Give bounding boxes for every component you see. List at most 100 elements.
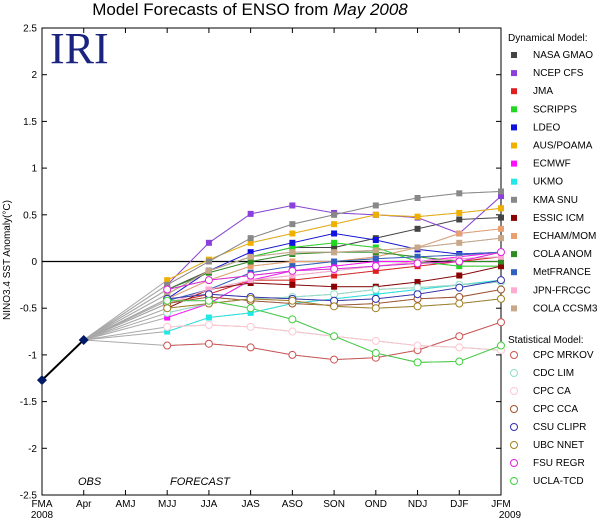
series-marker-circle <box>204 339 213 348</box>
legend-marker-square <box>511 287 517 294</box>
iri-logo: IRI <box>50 24 109 73</box>
series-marker-square <box>372 211 379 218</box>
series-marker-square <box>247 235 254 242</box>
plot-area: -2.5 -2 -1.5 -1 -0.5 0 0.5 1 1.5 2 2.5 FMA Apr AMJ MJJ… <box>20 24 511 511</box>
series-marker-circle <box>163 296 172 305</box>
x-tick-label: SON <box>323 499 345 510</box>
series-marker-circle <box>246 322 255 331</box>
legend-entry-label: ECHAM/MOM <box>533 231 596 242</box>
statistical-legend-title: Statistical Model: <box>508 335 584 346</box>
series-marker-square <box>289 272 296 279</box>
series-marker-square <box>289 221 296 228</box>
series-marker-circle <box>413 341 422 350</box>
series-marker-square <box>331 244 338 251</box>
series-marker-square <box>289 281 296 288</box>
legend-marker-circle <box>510 459 518 467</box>
series-marker-circle <box>371 336 380 345</box>
series-marker-square <box>289 202 296 209</box>
series-marker-square <box>372 247 379 254</box>
series-marker-circle <box>330 302 339 311</box>
legend-entry-label: NASA GMAO <box>533 50 593 61</box>
series-marker-square <box>247 263 254 270</box>
y-tick-label: -2 <box>28 444 37 455</box>
legend-marker-square <box>511 160 517 167</box>
year-start-label: 2008 <box>31 510 54 520</box>
series-marker-square <box>289 249 296 256</box>
legend-marker-circle <box>510 351 518 359</box>
series-marker-circle <box>204 321 213 330</box>
series-marker-circle <box>413 302 422 311</box>
series-marker-circle <box>204 276 213 285</box>
chart-title-month: May 2008 <box>333 0 408 19</box>
series-marker-circle <box>371 262 380 271</box>
legend: NASA GMAO NCEP CFS JMA SCRIPPS LDEO AUS/POAMA… <box>510 50 598 487</box>
series-marker-circle <box>163 341 172 350</box>
series-marker-square <box>498 214 504 221</box>
series-marker-square <box>414 194 421 201</box>
series-marker-square <box>456 239 463 246</box>
series-marker-circle <box>497 248 505 257</box>
chart-title-prefix: Model Forecasts of ENSO from <box>92 0 333 19</box>
legend-marker-square <box>511 106 517 113</box>
y-tick-label: -0.5 <box>20 304 38 315</box>
series-marker-square <box>331 283 338 290</box>
legend-marker-circle <box>510 477 518 485</box>
series-marker-circle <box>204 290 213 299</box>
legend-marker-square <box>511 269 517 276</box>
legend-marker-square <box>511 70 517 77</box>
y-tick-label: 1.5 <box>23 117 37 128</box>
series-marker-circle <box>371 294 380 303</box>
legend-marker-circle <box>510 405 518 413</box>
dynamical-legend-title: Dynamical Model: <box>508 33 587 44</box>
legend-entry-label: JMA <box>533 86 553 97</box>
series-marker-circle <box>163 304 172 313</box>
legend-entry-label: CSU CLIPR <box>533 422 586 433</box>
series-marker-square <box>164 291 171 298</box>
series-marker-circle <box>288 266 297 275</box>
y-tick-label: -2.5 <box>20 491 38 502</box>
legend-marker-square <box>511 88 517 95</box>
series-marker-square <box>456 272 463 279</box>
series-marker-square <box>498 225 504 232</box>
series-marker-circle <box>204 296 213 305</box>
y-tick-label: 2.5 <box>23 24 37 35</box>
series-marker-circle <box>455 257 464 266</box>
legend-marker-square <box>511 178 517 185</box>
series-marker-square <box>331 249 338 256</box>
legend-entry-label: AUS/POAMA <box>533 141 593 152</box>
legend-entry-label: COLA ANOM <box>533 249 592 260</box>
series-marker-circle <box>246 294 255 303</box>
x-tick-label: NDJ <box>408 499 427 510</box>
series-marker-circle <box>455 283 464 292</box>
series-marker-square <box>456 209 463 216</box>
series-marker-square <box>498 205 504 212</box>
series-marker-square <box>247 249 254 256</box>
y-tick-label: 0.5 <box>23 210 37 221</box>
series-marker-circle <box>455 343 464 352</box>
x-tick-label: JFM <box>491 499 510 510</box>
series-marker-square <box>372 255 379 262</box>
series-marker-square <box>456 190 463 197</box>
legend-entry-label: SCRIPPS <box>533 104 577 115</box>
legend-entry-label: LDEO <box>533 122 560 133</box>
series-marker-square <box>414 225 421 232</box>
series-marker-circle <box>330 264 339 273</box>
series-marker-square <box>372 291 379 298</box>
series-marker-square <box>247 258 254 265</box>
x-tick-label: AMJ <box>115 499 135 510</box>
legend-entry-label: CPC CCA <box>533 404 578 415</box>
series-marker-square <box>289 258 296 265</box>
series-marker-square <box>331 211 338 218</box>
series-marker-square <box>456 251 463 258</box>
y-axis-label: NINO3.4 SST Anomaly(°C) <box>2 200 13 320</box>
series-marker-square <box>289 277 296 284</box>
series-marker-square <box>247 239 254 246</box>
x-tick-label: OND <box>365 499 387 510</box>
series-marker-circle <box>330 290 339 299</box>
series-marker-square <box>331 258 338 265</box>
series-marker-square <box>247 277 254 284</box>
legend-marker-square <box>511 196 517 203</box>
legend-marker-square <box>511 251 517 258</box>
series-marker-circle <box>371 349 380 358</box>
series-marker-square <box>164 281 171 288</box>
